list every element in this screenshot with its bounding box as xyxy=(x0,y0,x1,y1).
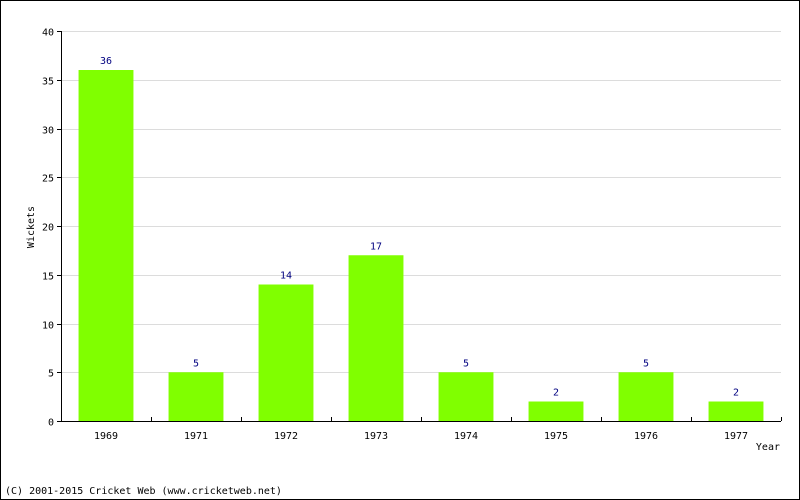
labels: 0510152025303540361969519711419721719735… xyxy=(42,28,748,443)
bar-value-label: 2 xyxy=(733,388,739,399)
x-tick-label: 1976 xyxy=(634,431,658,442)
bar xyxy=(258,284,314,421)
bar xyxy=(528,401,584,421)
x-tick-label: 1972 xyxy=(274,431,298,442)
x-tick-label: 1974 xyxy=(454,431,478,442)
y-tick-label: 0 xyxy=(48,418,54,429)
bar xyxy=(168,372,224,421)
bar-value-label: 2 xyxy=(553,388,559,399)
y-tick-label: 5 xyxy=(48,369,54,380)
bars xyxy=(78,70,764,421)
x-axis-label: Year xyxy=(756,442,780,453)
x-tick-label: 1969 xyxy=(94,431,118,442)
y-tick-label: 40 xyxy=(42,28,54,39)
y-tick-label: 10 xyxy=(42,321,54,332)
x-tick-label: 1971 xyxy=(184,431,208,442)
y-tick-label: 25 xyxy=(42,174,54,185)
y-axis-label: Wickets xyxy=(26,206,37,248)
gridlines xyxy=(61,31,781,373)
bar-value-label: 5 xyxy=(193,358,199,369)
bar xyxy=(708,401,764,421)
x-tick-label: 1973 xyxy=(364,431,388,442)
bar-value-label: 36 xyxy=(100,56,112,67)
y-tick-label: 20 xyxy=(42,223,54,234)
bar-value-label: 5 xyxy=(463,358,469,369)
y-tick-label: 15 xyxy=(42,272,54,283)
bar xyxy=(618,372,674,421)
bar xyxy=(438,372,494,421)
copyright-notice: (C) 2001-2015 Cricket Web (www.cricketwe… xyxy=(5,486,282,497)
y-tick-label: 35 xyxy=(42,77,54,88)
y-tick-label: 30 xyxy=(42,126,54,137)
bar-value-label: 17 xyxy=(370,241,382,252)
x-tick-label: 1977 xyxy=(724,431,748,442)
bar-value-label: 14 xyxy=(280,271,292,282)
axes xyxy=(57,31,782,422)
bar xyxy=(78,70,134,421)
bar-value-label: 5 xyxy=(643,358,649,369)
x-tick-label: 1975 xyxy=(544,431,568,442)
bar xyxy=(348,255,404,421)
